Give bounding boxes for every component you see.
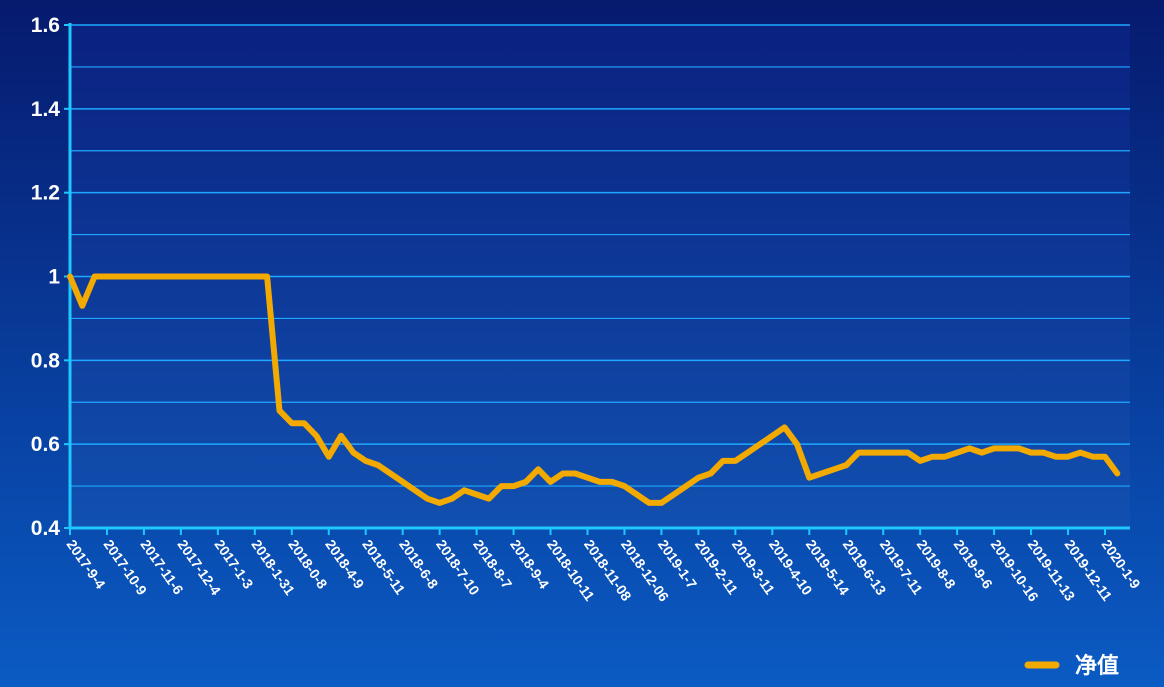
y-tick-label: 1 [48,266,60,289]
y-tick-label: 0.4 [31,517,61,540]
y-tick-label: 0.6 [31,433,60,456]
line [67,273,1121,506]
y-tick-label: 1.4 [31,98,61,121]
legend-label: 净值 [1075,653,1119,678]
y-tick-label: 1.6 [31,14,60,37]
y-tick-label: 0.8 [31,349,61,372]
y-tick-label: 1.2 [31,182,60,205]
